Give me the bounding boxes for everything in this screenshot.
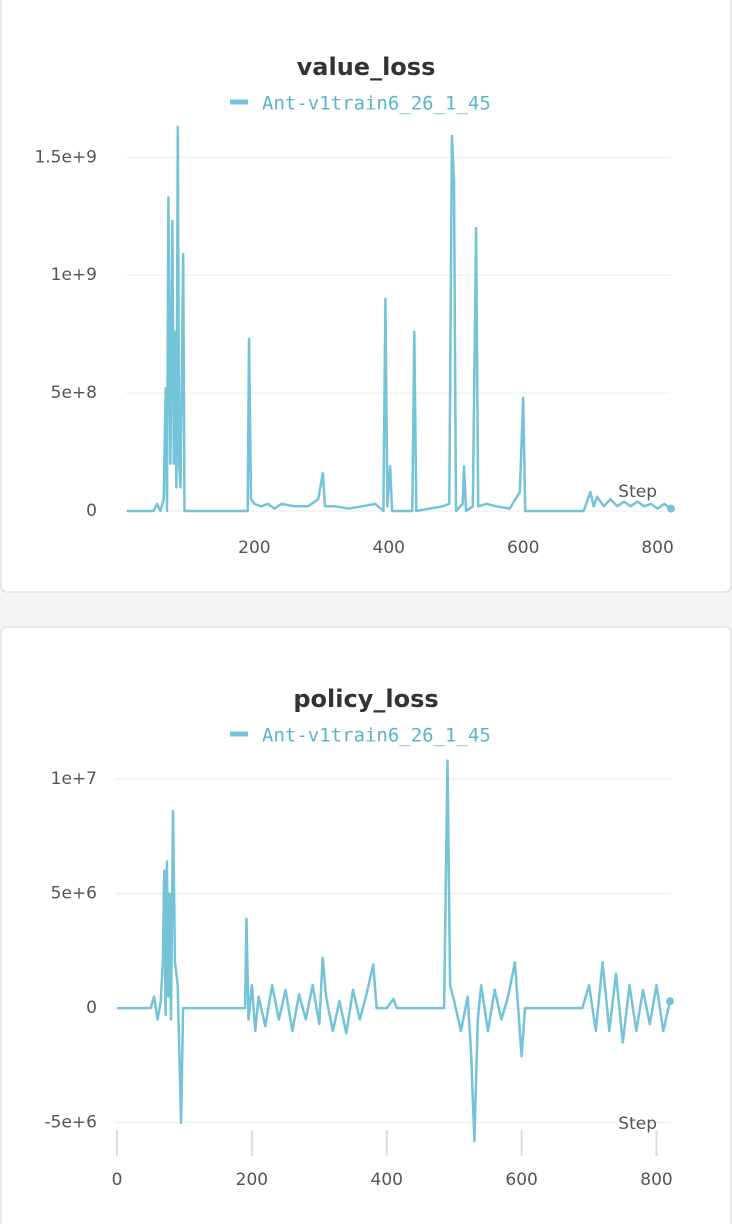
x-axis-label: Step <box>618 482 657 502</box>
legend-label: Ant-v1train6_26_1_45 <box>262 725 491 747</box>
y-tick-label: 5e+6 <box>51 884 97 904</box>
x-tick-label: 600 <box>505 1170 537 1190</box>
series-line <box>126 125 672 513</box>
x-tick-label: 800 <box>641 538 673 558</box>
panel <box>0 626 732 1224</box>
y-tick-label: 1.5e+9 <box>34 147 97 167</box>
chart-title: policy_loss <box>293 685 438 713</box>
x-tick-label: 400 <box>373 538 405 558</box>
x-tick-label: 200 <box>238 538 270 558</box>
end-dot <box>667 504 675 513</box>
y-tick-label: -5e+6 <box>45 1113 97 1133</box>
y-tick-label: 0 <box>86 998 97 1018</box>
legend-label: Ant-v1train6_26_1_45 <box>262 93 491 115</box>
x-axis-label: Step <box>618 1114 657 1134</box>
x-tick-label: 800 <box>640 1170 672 1190</box>
series-line <box>117 759 672 1143</box>
x-tick-label: 400 <box>371 1170 403 1190</box>
x-tick-label: 200 <box>236 1170 268 1190</box>
x-tick-label: 600 <box>507 538 539 558</box>
end-dot <box>666 997 674 1006</box>
y-tick-label: 1e+9 <box>51 265 97 285</box>
y-tick-label: 1e+7 <box>51 769 97 789</box>
chart-title: value_loss <box>297 53 436 81</box>
y-tick-label: 5e+8 <box>51 383 97 403</box>
y-tick-label: 0 <box>86 501 97 521</box>
x-tick-label: 0 <box>112 1170 123 1190</box>
